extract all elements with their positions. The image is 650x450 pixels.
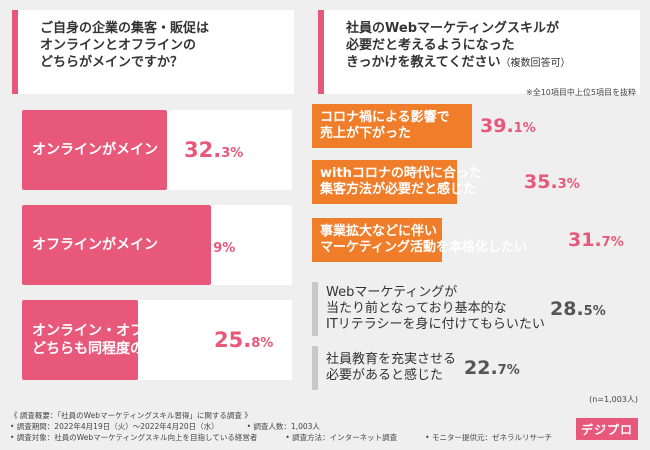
left-question-line: ご自身の企業の集客・販促は bbox=[40, 21, 210, 36]
top5-note: ※全10項目中上位5項目を抜粋 bbox=[526, 88, 636, 97]
left-bar bbox=[22, 300, 139, 380]
survey-provider: • モニター提供元：ゼネラルリサーチ bbox=[425, 433, 552, 442]
right-bar bbox=[312, 282, 318, 336]
right-bar-item: withコロナの時代に合った 集客方法が必要だと感じた 35.3% bbox=[312, 160, 637, 204]
survey-method: • 調査方法：インターネット調査 bbox=[285, 433, 398, 442]
left-bar-value: 25.8% bbox=[214, 328, 274, 352]
left-bar-item: オフラインがメイン 41.9% bbox=[22, 205, 292, 285]
survey-title: 《 調査概要：「社員のWebマーケティングスキル習得」に関する調査 》 bbox=[10, 411, 252, 420]
survey-period: • 調査期間：2022年4月19日（火）～2022年4月20日（水） bbox=[10, 422, 219, 431]
right-question-line: 必要だと考えるようになった bbox=[346, 38, 515, 53]
survey-count: • 調査人数：1,003人 bbox=[246, 422, 320, 431]
brand-logo: デジプロ bbox=[576, 418, 638, 440]
survey-target: • 調査対象：社員のWebマーケティングスキル向上を目指している経営者 bbox=[10, 433, 258, 442]
right-bar-label: Webマーケティングが 当たり前となっており基本的な ITリテラシーを身に付けてもら… bbox=[326, 285, 545, 332]
right-bar-item: コロナ禍による影響で 売上が下がった 39.1% bbox=[312, 104, 637, 148]
right-bar-value: 35.3% bbox=[524, 171, 580, 193]
left-question-line: オンラインとオフラインの bbox=[40, 38, 197, 53]
right-bar-value: 22.7% bbox=[464, 357, 520, 379]
sample-size: (n=1,003人) bbox=[589, 395, 638, 404]
right-bar-label: コロナ禍による影響で 売上が下がった bbox=[320, 110, 450, 141]
right-bar-label: 社員教育を充実させる 必要があると感じた bbox=[326, 352, 457, 383]
right-question: 社員のWebマーケティングスキルが 必要だと考えるようになった きっかけを教えて… bbox=[318, 10, 640, 94]
left-bar-value: 41.9% bbox=[176, 233, 236, 257]
right-bar-value: 39.1% bbox=[480, 115, 536, 137]
left-question: ご自身の企業の集客・販促は オンラインとオフラインの どちらがメインですか？ bbox=[12, 10, 294, 94]
right-bar bbox=[312, 160, 457, 204]
left-bar-item: オンラインがメイン 32.3% bbox=[22, 110, 292, 190]
right-bar-value: 31.7% bbox=[568, 229, 624, 251]
left-bar bbox=[22, 110, 168, 190]
right-bar bbox=[312, 346, 318, 390]
right-bar bbox=[312, 218, 442, 262]
right-bar-item: 社員教育を充実させる 必要があると感じた 22.7% bbox=[312, 346, 637, 390]
right-question-line: 社員のWebマーケティングスキルが bbox=[346, 21, 559, 36]
right-bar-value: 28.5% bbox=[550, 298, 606, 320]
right-bar-item: Webマーケティングが 当たり前となっており基本的な ITリテラシーを身に付けてもら… bbox=[312, 282, 637, 336]
left-question-line: どちらがメインですか？ bbox=[40, 55, 184, 70]
left-bar-value: 32.3% bbox=[184, 138, 244, 162]
left-bar-label: オンラインがメイン bbox=[32, 142, 158, 158]
right-bar-item: 事業拡大などに伴い マーケティング活動を本格化したい 31.7% bbox=[312, 218, 637, 262]
right-question-line: きっかけを教えてください（複数回答可） bbox=[346, 55, 571, 70]
right-bar-label: 事業拡大などに伴い マーケティング活動を本格化したい bbox=[320, 224, 527, 255]
right-bar bbox=[312, 104, 472, 148]
left-bar-item: オンライン・オフライン どちらも同程度の割合 25.8% bbox=[22, 300, 292, 380]
left-bar-label: オフラインがメイン bbox=[32, 237, 158, 253]
left-bar-label: オンライン・オフライン どちらも同程度の割合 bbox=[32, 323, 186, 357]
left-bar bbox=[22, 205, 211, 285]
right-bar-label: withコロナの時代に合った 集客方法が必要だと感じた bbox=[320, 166, 482, 197]
survey-overview: 《 調査概要：「社員のWebマーケティングスキル習得」に関する調査 》 • 調査… bbox=[10, 410, 552, 443]
right-question-note: （複数回答可） bbox=[500, 58, 571, 69]
